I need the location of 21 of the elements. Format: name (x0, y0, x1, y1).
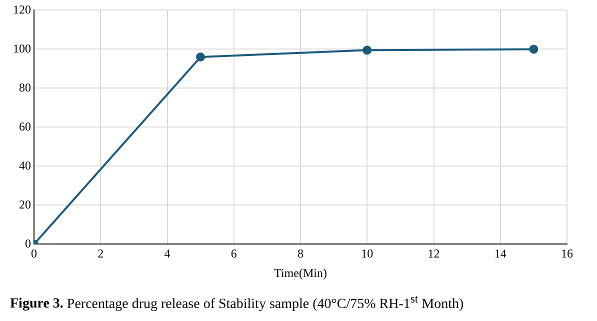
y-tick-label: 0 (25, 236, 31, 250)
y-tick-label: 100 (13, 41, 31, 56)
x-tick-label: 6 (230, 246, 237, 261)
text: Percentage drug release of Stability sample (40°C/75% RH-1$^{st}$ Month) (66, 292, 464, 312)
x-tick-label: 14 (494, 246, 506, 261)
y-tick-label: 80 (19, 80, 31, 94)
x-axis-title: Time(Min) (274, 266, 327, 280)
x-tick-label: 10 (361, 246, 374, 261)
x-tick-label: 8 (298, 246, 304, 261)
point (196, 52, 206, 62)
y-tick-label: 40 (19, 158, 31, 172)
x-tick-label: 4 (164, 246, 170, 261)
y-tick-label: 120 (13, 2, 31, 16)
caption: Figure 3. (10, 296, 64, 312)
point (362, 46, 372, 55)
x-tick-label: 16 (561, 246, 573, 261)
x-tick-label: 12 (428, 246, 440, 261)
x-tick-label: 2 (98, 246, 104, 261)
point (529, 44, 538, 54)
y-tick-label: 20 (19, 197, 31, 212)
y-tick-label: 60 (19, 119, 31, 134)
